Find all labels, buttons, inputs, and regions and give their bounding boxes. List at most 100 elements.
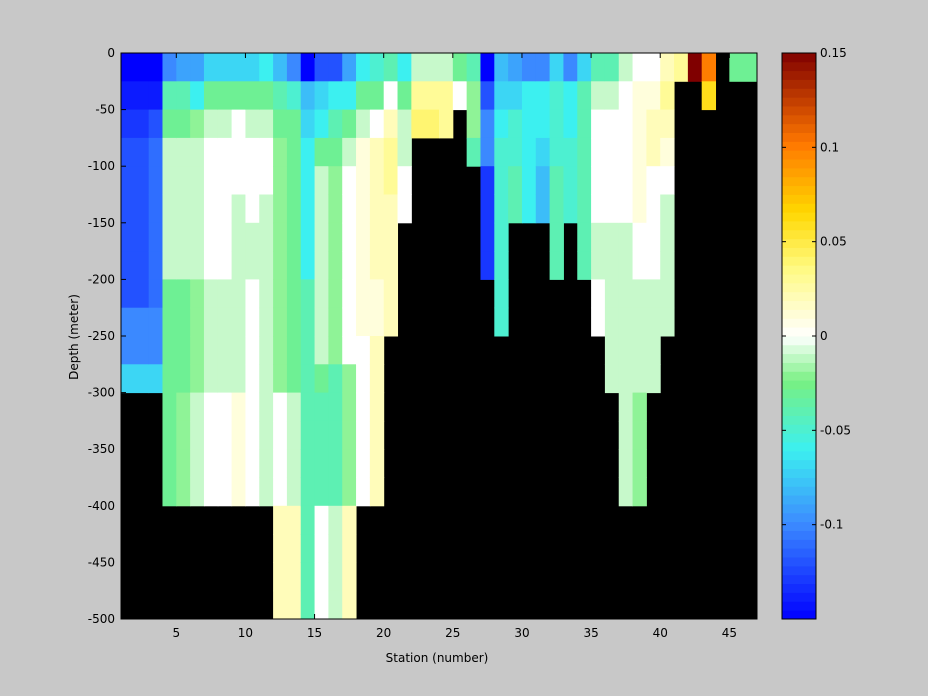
heatmap-cell [273, 81, 288, 111]
colorbar-band [782, 70, 816, 80]
heatmap-cell [300, 364, 316, 394]
heatmap-cell [231, 279, 246, 309]
heatmap-cell [604, 81, 620, 111]
heatmap-cell [217, 307, 233, 337]
heatmap-cell [300, 279, 316, 309]
colorbar-band [782, 495, 816, 505]
y-tick-label: -400 [88, 499, 115, 513]
heatmap-cell [314, 505, 329, 535]
heatmap-cell [273, 166, 288, 195]
colorbar-band [782, 176, 816, 187]
heatmap-cell [397, 81, 412, 111]
heatmap-cell [176, 392, 191, 422]
heatmap-cell [494, 307, 509, 337]
heatmap-cell [176, 420, 191, 450]
colorbar-tick-label: 0.15 [820, 46, 847, 60]
heatmap-cell [577, 194, 592, 224]
heatmap-cell [369, 420, 385, 450]
heatmap-cell [577, 222, 592, 252]
heatmap-cell [203, 336, 219, 365]
colorbar-band [782, 282, 816, 293]
heatmap-cell [245, 477, 260, 507]
heatmap-cell [259, 251, 274, 280]
heatmap-cell [591, 251, 606, 280]
heatmap-cell [176, 336, 191, 365]
heatmap-cell [314, 279, 329, 309]
heatmap-cell [259, 53, 274, 82]
heatmap-cell [356, 364, 371, 394]
heatmap-cell [259, 81, 274, 111]
heatmap-cell [632, 222, 647, 252]
heatmap-cell [328, 477, 343, 507]
y-tick-label: 0 [107, 46, 115, 60]
heatmap-cell [660, 251, 675, 280]
heatmap-cell [342, 562, 357, 592]
heatmap-cell [176, 307, 191, 337]
heatmap-cell [356, 194, 371, 224]
heatmap-cell [314, 392, 329, 422]
heatmap-cell [494, 251, 509, 280]
heatmap-cell [148, 166, 163, 195]
heatmap-cell [300, 307, 316, 337]
heatmap-cell [632, 137, 647, 167]
heatmap-cell [231, 392, 246, 422]
heatmap-cell [480, 166, 495, 195]
heatmap-cell [646, 137, 661, 167]
heatmap-cell [176, 251, 191, 280]
colorbar-band [782, 238, 816, 248]
heatmap-cell [245, 109, 260, 139]
heatmap-cell [245, 137, 260, 167]
heatmap-cell [563, 166, 578, 195]
heatmap-cell [203, 53, 219, 82]
heatmap-cell [563, 81, 578, 111]
heatmap-cell [314, 109, 329, 139]
heatmap-cell [328, 336, 343, 365]
heatmap-cell [148, 81, 163, 111]
heatmap-cell [577, 137, 592, 167]
heatmap-cell [190, 81, 205, 111]
heatmap-cell [217, 137, 233, 167]
heatmap-cell [591, 137, 606, 167]
heatmap-cell [148, 53, 163, 82]
heatmap-cell [466, 109, 481, 139]
heatmap-cell [203, 477, 219, 507]
heatmap-cell [452, 53, 468, 82]
heatmap-cell [494, 81, 509, 111]
heatmap-cell [356, 449, 371, 478]
heatmap-cell [369, 109, 385, 139]
heatmap-cell [342, 251, 357, 280]
colorbar-band [782, 565, 816, 576]
heatmap-cell [203, 449, 219, 478]
heatmap-cell [383, 166, 399, 195]
heatmap-cell [217, 279, 233, 309]
x-axis-label: Station (number) [386, 651, 489, 665]
heatmap-cell [591, 81, 606, 111]
heatmap-cell [217, 222, 233, 252]
heatmap-cell [300, 477, 316, 507]
heatmap-cell [148, 307, 163, 337]
colorbar-band [782, 548, 816, 558]
heatmap-cell [369, 137, 385, 167]
heatmap-cell [259, 307, 274, 337]
x-tick-label: 10 [238, 626, 253, 640]
heatmap-cell [480, 222, 495, 252]
heatmap-cell [176, 449, 191, 478]
heatmap-cell [273, 534, 288, 563]
heatmap-cell [259, 477, 274, 507]
heatmap-cell [369, 222, 385, 252]
x-tick-label: 5 [172, 626, 180, 640]
heatmap-cell [286, 562, 302, 592]
colorbar-band [782, 265, 816, 275]
heatmap-cell [687, 53, 703, 82]
heatmap-cell [300, 505, 316, 535]
heatmap-cell [286, 166, 302, 195]
heatmap-cell [604, 53, 620, 82]
heatmap-cell [300, 420, 316, 450]
heatmap-cell [591, 109, 606, 139]
heatmap-cell [245, 392, 260, 422]
heatmap-cell [162, 392, 177, 422]
heatmap-cell [369, 336, 385, 365]
heatmap-cell [369, 392, 385, 422]
heatmap-cell [604, 279, 620, 309]
